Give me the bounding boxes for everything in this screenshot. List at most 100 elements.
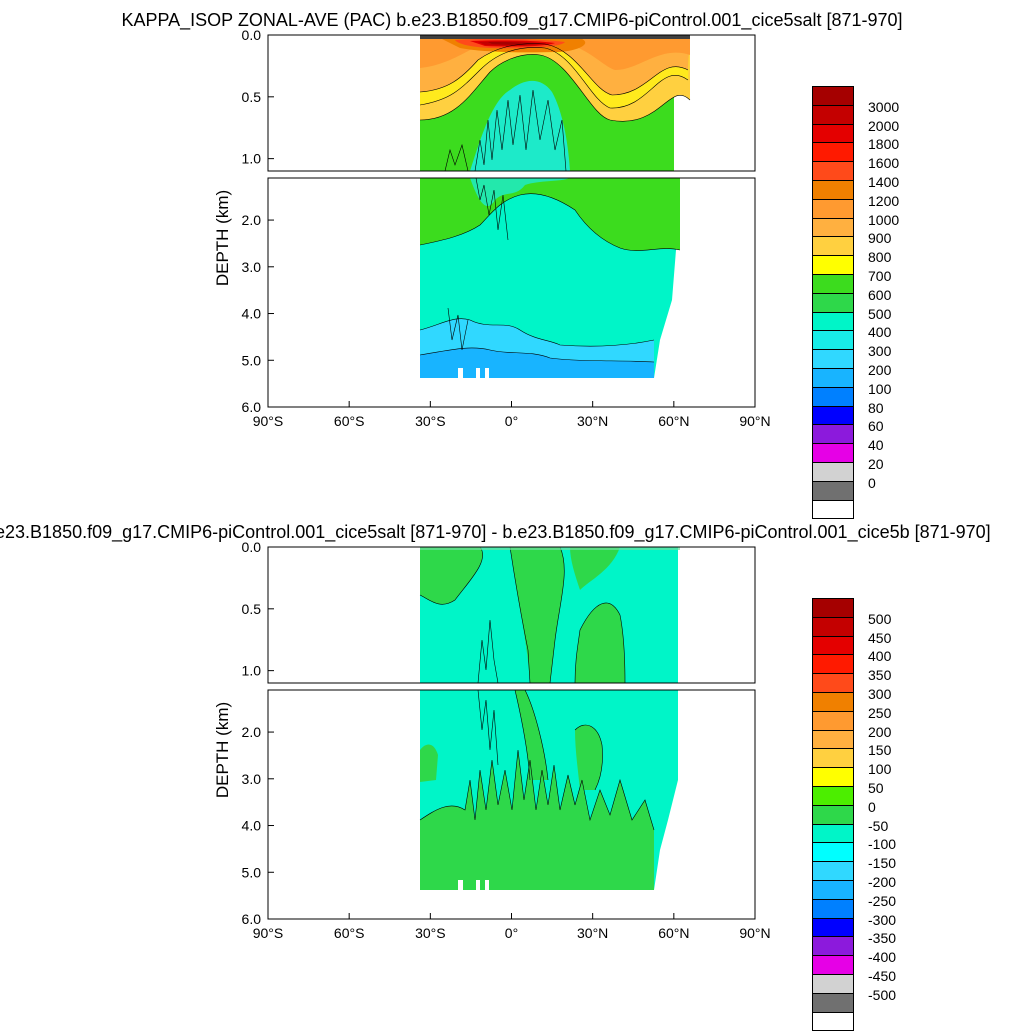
panel-2-lower-field [419,690,678,890]
colorbar-label: 600 [868,286,892,303]
colorbar-swatch [812,311,854,332]
x-tick-label: 90°S [253,413,284,429]
y-tick-label: 0.0 [242,539,262,555]
colorbar-label: 200 [868,723,892,740]
colorbar-swatch [812,710,854,731]
colorbar-swatch [812,499,854,520]
y-tick-label: 5.0 [242,352,262,368]
colorbar-label: 50 [868,780,884,796]
colorbar-label: 700 [868,268,892,284]
colorbar-label: 300 [868,686,892,702]
y-tick-label: 0.5 [242,601,262,617]
y-tick-label: 5.0 [242,864,262,880]
colorbar-label: 2000 [868,117,900,134]
panel-2-upper-field [419,547,680,683]
colorbar-label: -500 [868,986,897,1003]
y-tick-label: 4.0 [242,818,262,834]
y-tick-label: 1.0 [242,151,262,167]
y-tick-label: 0.0 [242,27,262,43]
colorbar-swatch [812,424,854,445]
colorbar-swatch [812,123,854,144]
colorbar-swatch [812,349,854,369]
colorbar-swatch [812,767,854,787]
colorbar-swatch [812,198,854,219]
x-tick-label: 90°N [739,413,770,429]
y-tick-label: 1.0 [242,663,262,679]
x-tick-label: 0° [505,413,518,429]
colorbar-swatch [812,880,854,900]
y-tick-label: 2.0 [242,212,262,228]
y-tick-label: 6.0 [242,911,262,927]
colorbar-label: 200 [868,362,892,378]
colorbar-swatch [812,692,854,712]
colorbar-swatch [812,748,854,769]
colorbar-label: 350 [868,667,892,684]
colorbar-label: -250 [868,892,897,909]
colorbar-label: 800 [868,249,892,266]
colorbar-label: 1200 [868,192,900,209]
colorbar-swatch [812,992,854,1013]
colorbar-label: 150 [868,742,892,759]
colorbar-swatch [812,368,854,388]
colorbar-swatch [812,804,854,825]
colorbar-label: 0 [868,798,876,815]
colorbar-label: 60 [868,418,884,435]
colorbar-swatch [812,386,854,407]
x-tick-label: 30°N [577,413,608,429]
x-tick-label: 30°N [577,925,608,941]
colorbar-swatch [812,443,854,463]
y-tick-label: 4.0 [242,306,262,322]
colorbar-label: -50 [868,817,889,834]
colorbar-swatch [812,255,854,275]
x-tick-label: 90°S [253,925,284,941]
colorbar-label: 3000 [868,98,900,115]
colorbar-swatch [812,673,854,693]
colorbar-swatch [812,654,854,675]
colorbar-label: 500 [868,305,892,322]
colorbar-label: -450 [868,968,897,984]
colorbar-label: 450 [868,629,892,646]
panel-1-y-axis-label: DEPTH (km) [213,190,232,286]
x-tick-label: 60°N [658,413,689,429]
colorbar-swatch [812,86,854,106]
colorbar-swatch [812,861,854,881]
colorbar-swatch [812,292,854,313]
colorbar-label: 100 [868,761,892,778]
colorbar-label: 1600 [868,155,900,172]
x-tick-label: 30°S [415,413,446,429]
colorbar-swatch [812,786,854,806]
colorbar-swatch [812,598,854,618]
colorbar-swatch [812,823,854,844]
colorbar-label: -400 [868,949,897,966]
colorbar-label: 80 [868,399,884,416]
colorbar-label: -200 [868,874,897,890]
x-tick-label: 0° [505,925,518,941]
colorbar-label: -300 [868,911,897,928]
colorbar-swatch [812,729,854,750]
panel-1-title: KAPPA_ISOP ZONAL-AVE (PAC) b.e23.B1850.f… [121,10,903,30]
colorbar-swatch [812,898,854,919]
colorbar-swatch [812,142,854,163]
x-tick-label: 90°N [739,925,770,941]
colorbar-label: 1800 [868,136,900,153]
colorbar-swatch [812,217,854,238]
colorbar-label: 1400 [868,174,900,190]
panel-1-upper-field [419,35,691,171]
colorbar-label: 400 [868,648,892,665]
colorbar-swatch [812,480,854,501]
x-tick-label: 60°N [658,925,689,941]
y-tick-label: 3.0 [242,771,262,787]
colorbar-label: 40 [868,437,884,454]
colorbar-label: 100 [868,380,892,397]
x-tick-label: 60°S [334,413,365,429]
panel-2-plot: 90°S 60°S 30°S 0° 30°N 60°N 90°N 0.0 0.5 1.0 2.0 3.… [213,539,771,941]
y-tick-label: 0.5 [242,89,262,105]
colorbar-swatch [812,635,854,656]
colorbar-swatch [812,936,854,957]
colorbar-label: 900 [868,230,892,247]
colorbar-label: 1000 [868,211,900,228]
colorbar-swatch [812,955,854,975]
colorbar-swatch [812,180,854,200]
colorbar-swatch [812,917,854,938]
colorbar-swatch [812,236,854,257]
